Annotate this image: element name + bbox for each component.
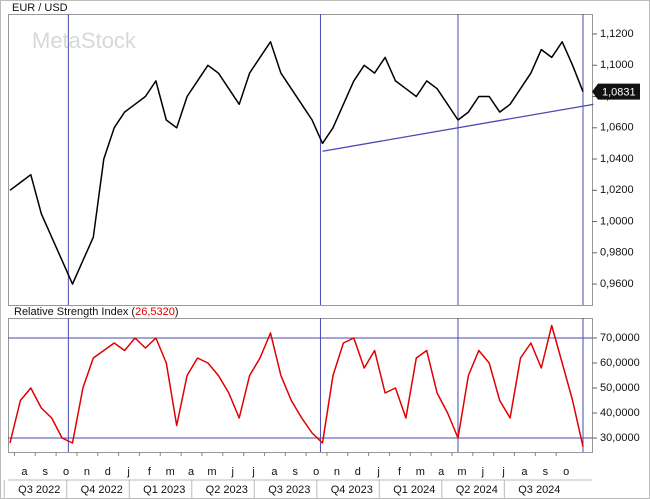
y-tick-label: 40,0000 [600, 407, 640, 419]
quarter-label: Q3 2023 [268, 484, 310, 496]
rsi-value: 26,5320 [135, 306, 175, 318]
trendline [322, 103, 594, 152]
quarter-label: Q2 2024 [456, 484, 498, 496]
y-tick-label: 1,0200 [600, 184, 634, 196]
x-tick-label: f [398, 466, 402, 478]
x-tick-label: s [543, 466, 549, 478]
quarter-label: Q1 2023 [143, 484, 185, 496]
y-tick-label: 1,1000 [600, 59, 634, 71]
quarter-label: Q2 2023 [206, 484, 248, 496]
x-tick-label: d [105, 466, 111, 478]
quarter-label: Q4 2023 [331, 484, 373, 496]
rsi-title: Relative Strength Index (26,5320) [14, 306, 179, 318]
price-panel [8, 14, 593, 306]
y-tick-label: 30,0000 [600, 432, 640, 444]
x-tick-label: o [313, 466, 319, 478]
rsi-panel [8, 318, 593, 453]
watermark: MetaStock [32, 28, 137, 53]
x-tick-label: n [84, 466, 90, 478]
y-tick-label: 1,0400 [600, 153, 634, 165]
x-tick-label: j [481, 466, 484, 478]
y-tick-label: 0,9600 [600, 278, 634, 290]
y-tick-label: 1,1200 [600, 28, 634, 40]
x-tick-label: m [416, 466, 425, 478]
x-tick-label: n [334, 466, 340, 478]
x-tick-label: a [438, 466, 445, 478]
x-tick-label: a [188, 466, 195, 478]
x-tick-label: s [43, 466, 49, 478]
chart-title: EUR / USD [12, 2, 68, 14]
series-line [9, 324, 584, 447]
x-tick-label: o [563, 466, 569, 478]
quarter-label: Q1 2024 [393, 484, 435, 496]
rsi-title-text: Relative Strength Index [14, 306, 129, 318]
x-tick-label: m [166, 466, 175, 478]
y-tick-label: 50,0000 [600, 382, 640, 394]
price-tag [592, 83, 640, 100]
x-tick-label: m [207, 466, 216, 478]
x-tick-label: a [271, 466, 278, 478]
price-tag-label: 1,0831 [602, 87, 636, 99]
quarter-label: Q4 2022 [81, 484, 123, 496]
bracket: ) [175, 306, 179, 318]
y-tick-label: 1,0600 [600, 122, 634, 134]
x-tick-label: o [63, 466, 69, 478]
quarter-label: Q3 2024 [518, 484, 560, 496]
x-tick-label: j [376, 466, 379, 478]
x-tick-label: j [251, 466, 254, 478]
x-tick-label: f [148, 466, 152, 478]
x-tick-label: d [355, 466, 361, 478]
x-tick-label: m [457, 466, 466, 478]
x-tick-label: a [521, 466, 528, 478]
x-tick-label: j [126, 466, 129, 478]
bracket: ( [131, 306, 135, 318]
y-tick-label: 60,0000 [600, 357, 640, 369]
quarter-label: Q3 2022 [18, 484, 60, 496]
x-tick-label: j [231, 466, 234, 478]
x-tick-label: a [21, 466, 28, 478]
y-tick-label: 70,0000 [600, 332, 640, 344]
y-tick-label: 1,0000 [600, 215, 634, 227]
y-tick-label: 0,9800 [600, 247, 634, 259]
x-tick-label: j [501, 466, 504, 478]
x-tick-label: s [293, 466, 299, 478]
series-line [9, 41, 584, 285]
